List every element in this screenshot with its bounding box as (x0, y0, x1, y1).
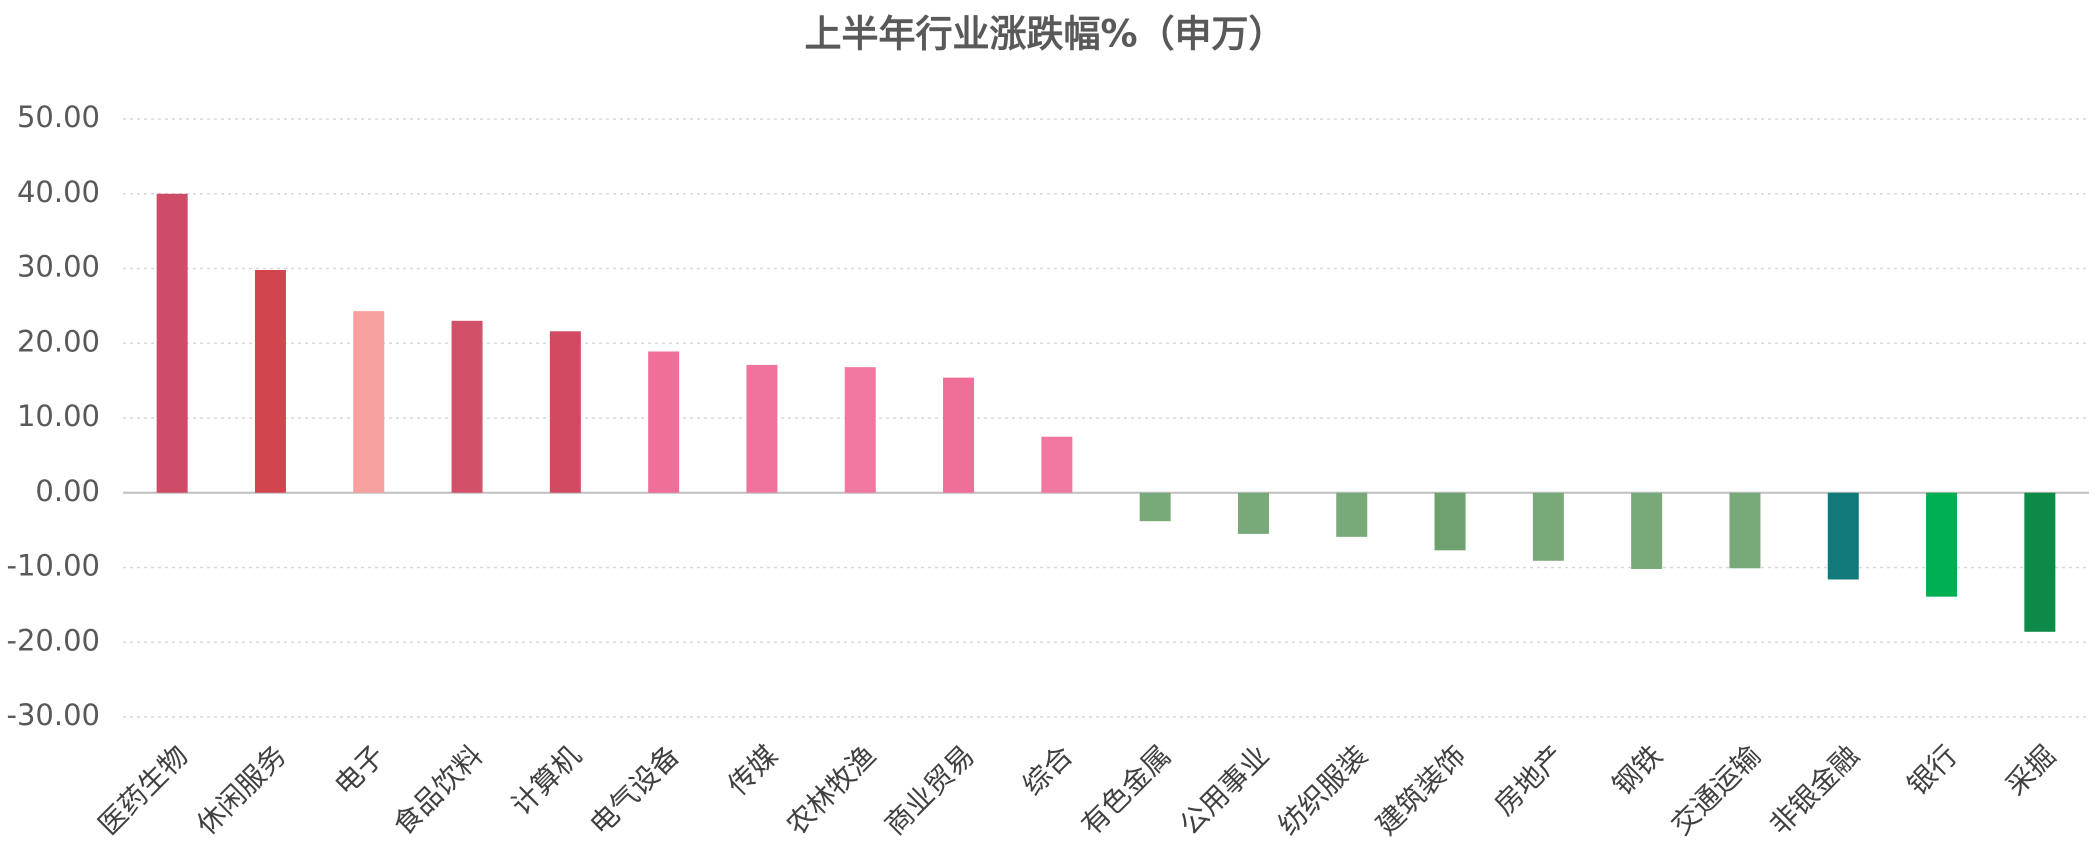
y-tick-label: 10.00 (17, 399, 100, 433)
bar (1631, 492, 1663, 569)
y-tick-label: -30.00 (7, 698, 101, 732)
x-tick-label: 非银金融 (1763, 739, 1866, 842)
y-tick-label: 40.00 (17, 175, 100, 209)
chart-title: 上半年行业涨跌幅%（申万） (804, 13, 1285, 56)
bar (844, 367, 876, 493)
y-tick-label: 20.00 (17, 324, 100, 358)
bar (156, 193, 188, 493)
x-tick-label: 采掘 (1999, 739, 2062, 802)
bar (1926, 492, 1958, 597)
y-tick-label: 50.00 (17, 100, 100, 134)
bar (1139, 492, 1171, 522)
x-tick-label: 银行 (1901, 739, 1964, 802)
bar (943, 377, 975, 493)
x-tick-label: 传媒 (721, 739, 784, 802)
bar (1237, 492, 1269, 534)
bar (1532, 492, 1564, 561)
bar (746, 364, 778, 493)
y-tick-label: 0.00 (35, 474, 100, 508)
x-tick-label: 房地产 (1488, 739, 1571, 822)
bar (1434, 492, 1466, 551)
x-tick-label: 纺织服装 (1271, 739, 1374, 842)
x-tick-label: 有色金属 (1075, 739, 1178, 842)
y-tick-label: -10.00 (7, 549, 101, 583)
bar (1827, 492, 1859, 580)
x-tick-label: 休闲服务 (190, 739, 293, 842)
x-tick-label: 医药生物 (92, 739, 195, 842)
bar (254, 269, 286, 493)
bar (648, 351, 680, 493)
bar (1336, 492, 1368, 537)
bar (1729, 492, 1761, 569)
x-tick-label: 农林牧渔 (780, 739, 883, 842)
y-tick-label: -20.00 (7, 623, 101, 657)
x-tick-label: 建筑装饰 (1370, 739, 1473, 842)
bar (549, 331, 581, 493)
bar (451, 320, 483, 493)
bar (1041, 436, 1073, 493)
x-tick-label: 电气设备 (583, 739, 686, 842)
bar (2024, 492, 2056, 632)
bar (353, 311, 385, 493)
x-tick-label: 计算机 (505, 739, 588, 822)
x-tick-label: 钢铁 (1606, 739, 1669, 802)
x-tick-label: 商业贸易 (878, 739, 981, 842)
y-tick-label: 30.00 (17, 250, 100, 284)
x-tick-label: 电子 (328, 739, 391, 802)
x-tick-label: 公用事业 (1173, 739, 1276, 842)
x-tick-label: 综合 (1016, 739, 1079, 802)
x-tick-label: 食品饮料 (387, 739, 490, 842)
x-tick-label: 交通运输 (1665, 739, 1768, 842)
